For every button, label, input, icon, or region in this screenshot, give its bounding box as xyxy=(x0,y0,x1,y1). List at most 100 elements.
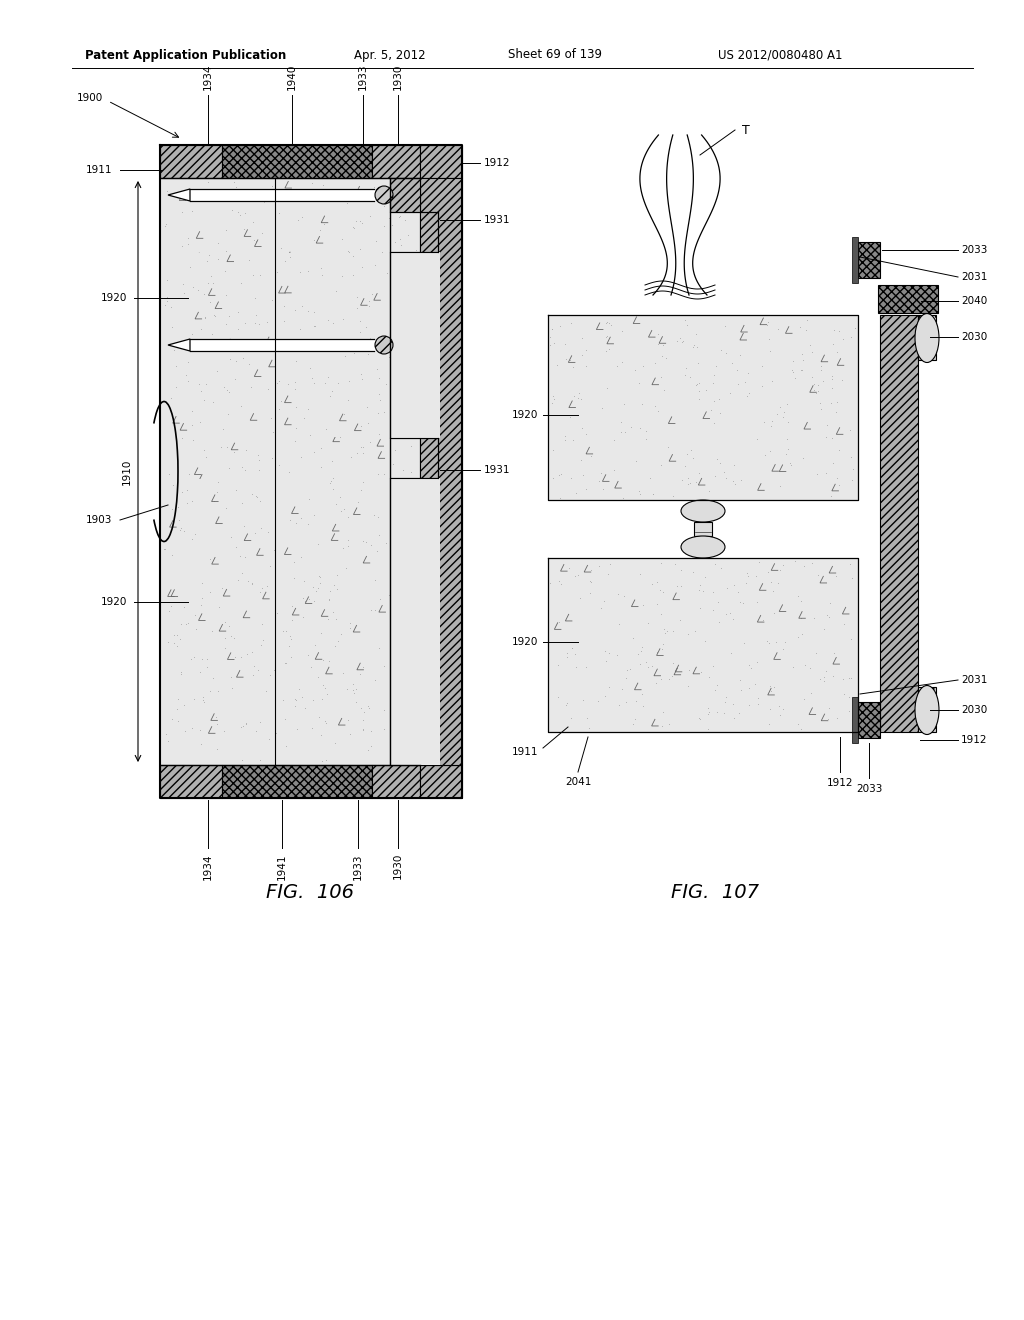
Point xyxy=(185,657,202,678)
Point xyxy=(174,482,190,503)
Point xyxy=(369,705,385,726)
Point xyxy=(184,414,201,436)
Point xyxy=(220,458,237,479)
Point xyxy=(362,351,379,372)
Point xyxy=(340,389,356,411)
Point xyxy=(302,268,318,289)
Point xyxy=(249,553,265,574)
Point xyxy=(691,372,708,393)
Point xyxy=(352,479,369,500)
Point xyxy=(611,612,628,634)
Point xyxy=(637,651,653,672)
Point xyxy=(309,680,326,701)
Point xyxy=(309,595,326,616)
Point xyxy=(190,606,207,627)
Point xyxy=(271,454,288,475)
Point xyxy=(274,624,291,645)
Point xyxy=(335,616,351,638)
Point xyxy=(804,366,820,387)
Point xyxy=(199,403,215,424)
Point xyxy=(196,692,212,713)
Point xyxy=(183,277,200,298)
Point xyxy=(281,636,297,657)
Point xyxy=(325,313,341,334)
Text: FIG.  106: FIG. 106 xyxy=(266,883,354,903)
Point xyxy=(312,573,329,594)
Point xyxy=(174,726,190,747)
Point xyxy=(348,678,365,700)
Point xyxy=(196,326,212,347)
Point xyxy=(304,399,321,420)
Point xyxy=(681,659,697,680)
Point xyxy=(820,698,837,719)
Point xyxy=(202,292,218,313)
Point xyxy=(178,614,195,635)
Point xyxy=(317,396,334,417)
Point xyxy=(282,510,298,531)
Point xyxy=(286,568,302,589)
Point xyxy=(318,682,335,704)
Point xyxy=(313,688,330,709)
Point xyxy=(810,380,826,401)
Point xyxy=(321,648,337,669)
Point xyxy=(272,289,289,310)
Point xyxy=(228,582,245,603)
Point xyxy=(798,319,814,341)
Point xyxy=(334,228,350,249)
Point xyxy=(596,590,612,611)
Point xyxy=(186,605,203,626)
Point xyxy=(393,519,410,540)
Point xyxy=(669,331,685,352)
Point xyxy=(220,339,237,360)
Circle shape xyxy=(375,186,393,205)
Point xyxy=(213,339,229,360)
Point xyxy=(311,249,328,271)
Point xyxy=(384,264,400,285)
Point xyxy=(368,231,384,252)
Point xyxy=(379,347,395,368)
Point xyxy=(695,581,712,602)
Point xyxy=(613,678,630,700)
Point xyxy=(210,232,226,253)
Point xyxy=(398,405,415,426)
Point xyxy=(159,181,175,202)
Point xyxy=(692,574,709,595)
Text: 1910: 1910 xyxy=(122,459,132,486)
Point xyxy=(198,593,214,614)
Point xyxy=(287,300,303,321)
Point xyxy=(549,355,565,376)
Point xyxy=(177,721,194,742)
Point xyxy=(804,342,820,363)
Point xyxy=(705,599,721,620)
Point xyxy=(825,453,842,474)
Text: 2040: 2040 xyxy=(961,296,987,306)
Point xyxy=(196,284,212,305)
Point xyxy=(353,339,370,360)
Point xyxy=(187,244,204,265)
Point xyxy=(208,348,224,370)
Point xyxy=(286,348,302,370)
Point xyxy=(234,347,251,368)
Point xyxy=(180,463,197,484)
Point xyxy=(551,572,567,593)
Point xyxy=(201,536,217,557)
Point xyxy=(601,339,617,360)
Point xyxy=(240,570,256,591)
Point xyxy=(164,544,180,565)
Point xyxy=(336,591,352,612)
Point xyxy=(724,470,740,491)
Point xyxy=(157,524,173,545)
Point xyxy=(644,483,660,504)
Point xyxy=(845,458,861,479)
Point xyxy=(179,479,196,500)
Point xyxy=(364,544,380,565)
Point xyxy=(185,483,202,504)
Bar xyxy=(420,145,462,178)
Text: 2041: 2041 xyxy=(565,777,591,787)
Point xyxy=(364,742,380,763)
Point xyxy=(288,244,304,265)
Point xyxy=(317,713,334,734)
Point xyxy=(844,568,860,589)
Point xyxy=(327,249,343,271)
Point xyxy=(350,491,367,512)
